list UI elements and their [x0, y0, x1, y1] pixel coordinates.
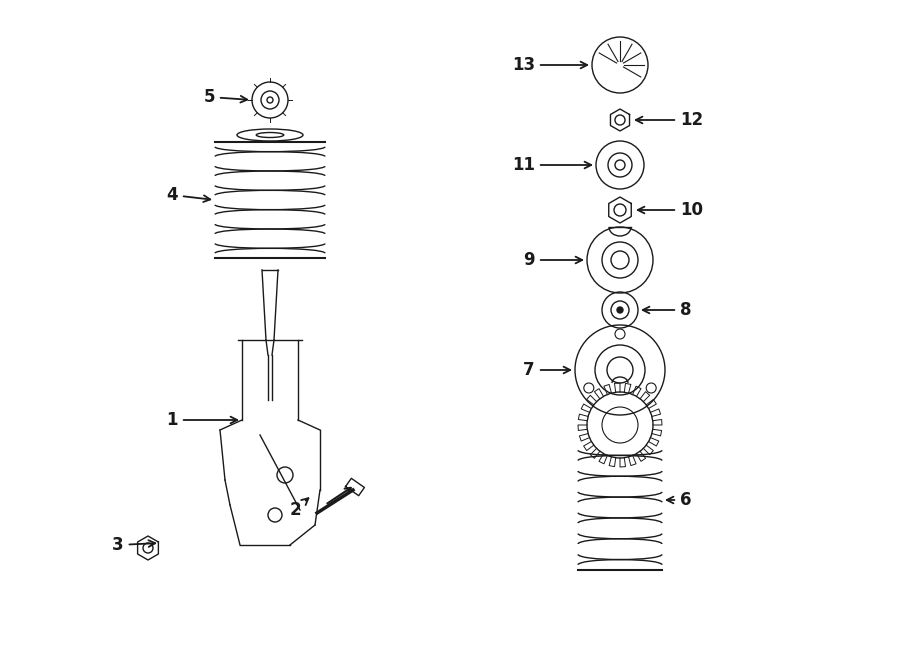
Text: 6: 6	[667, 491, 691, 509]
Text: 8: 8	[643, 301, 691, 319]
Text: 3: 3	[112, 536, 155, 554]
Circle shape	[617, 307, 623, 313]
Text: 2: 2	[289, 498, 309, 519]
Text: 12: 12	[635, 111, 703, 129]
Text: 4: 4	[166, 186, 211, 204]
Text: 5: 5	[203, 88, 248, 106]
Text: 11: 11	[512, 156, 591, 174]
Text: 1: 1	[166, 411, 238, 429]
Text: 9: 9	[524, 251, 582, 269]
Text: 7: 7	[524, 361, 571, 379]
Text: 13: 13	[512, 56, 587, 74]
Text: 10: 10	[638, 201, 703, 219]
